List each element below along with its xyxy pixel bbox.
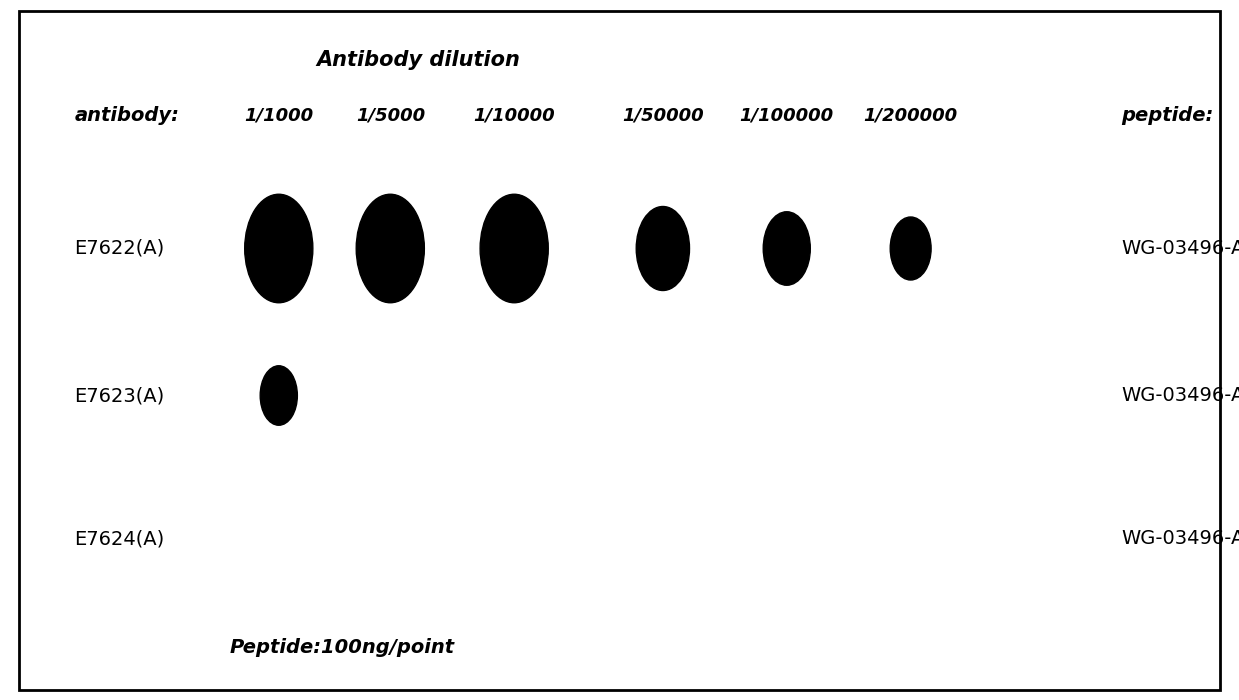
Text: peptide:: peptide: bbox=[1121, 106, 1213, 125]
Text: WG-03496-A: WG-03496-A bbox=[1121, 529, 1239, 549]
Text: Peptide:100ng/point: Peptide:100ng/point bbox=[229, 638, 455, 657]
Text: E7624(A): E7624(A) bbox=[74, 529, 165, 549]
Text: 1/1000: 1/1000 bbox=[244, 106, 313, 125]
Ellipse shape bbox=[245, 194, 312, 302]
Text: E7622(A): E7622(A) bbox=[74, 239, 165, 258]
Text: WG-03496-A: WG-03496-A bbox=[1121, 239, 1239, 258]
Text: 1/200000: 1/200000 bbox=[864, 106, 958, 125]
Ellipse shape bbox=[890, 217, 932, 280]
Text: 1/50000: 1/50000 bbox=[622, 106, 704, 125]
Text: 1/10000: 1/10000 bbox=[473, 106, 555, 125]
Ellipse shape bbox=[357, 194, 424, 302]
Text: antibody:: antibody: bbox=[74, 106, 180, 125]
Text: WG-03496-A: WG-03496-A bbox=[1121, 386, 1239, 405]
Text: 1/5000: 1/5000 bbox=[356, 106, 425, 125]
Ellipse shape bbox=[637, 206, 689, 290]
Ellipse shape bbox=[763, 211, 810, 286]
Text: E7623(A): E7623(A) bbox=[74, 386, 165, 405]
Text: 1/100000: 1/100000 bbox=[740, 106, 834, 125]
Ellipse shape bbox=[260, 365, 297, 425]
Text: Antibody dilution: Antibody dilution bbox=[316, 50, 520, 69]
Ellipse shape bbox=[479, 194, 548, 302]
